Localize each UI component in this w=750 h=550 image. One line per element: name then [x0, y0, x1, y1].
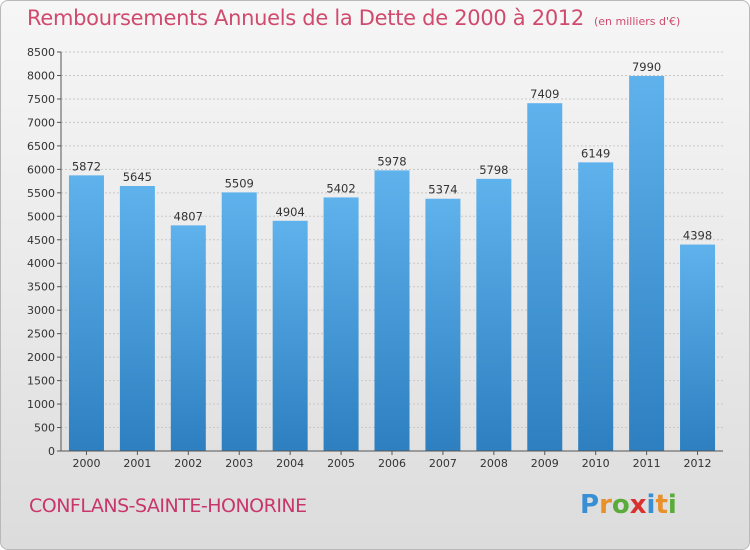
logo-letter-2: o: [611, 490, 630, 520]
bar-2006: [374, 170, 410, 451]
y-axis-ticks: 0 500 1000 1500 2000 2500 3000 3500 4000 4500 5000…: [27, 46, 61, 458]
data-label-2007: 5374: [428, 183, 457, 197]
chart-subtitle: (en milliers d'€): [594, 15, 681, 28]
data-label-2003: 5509: [225, 176, 254, 190]
x-tick-label-2000: 2000: [72, 457, 100, 470]
bar-2009: [527, 103, 563, 451]
x-tick-label-2011: 2011: [633, 457, 661, 470]
data-label-2001: 5645: [123, 170, 152, 184]
y-tick-label: 8500: [27, 46, 55, 59]
bars: [68, 75, 716, 452]
data-label-2011: 7990: [632, 60, 661, 74]
x-axis-ticks: 2000 2001 2002 2003 2004 2005 2006 2007 2008 2009…: [72, 451, 712, 470]
y-tick-label: 4500: [27, 234, 55, 247]
bar-2007: [425, 198, 461, 451]
data-label-2002: 4807: [174, 209, 203, 223]
data-label-2004: 4904: [276, 205, 305, 219]
y-tick-label: 6500: [27, 140, 55, 153]
y-tick-label: 7500: [27, 93, 55, 106]
x-tick-label-2005: 2005: [327, 457, 355, 470]
bar-2010: [578, 162, 614, 451]
bar-2005: [323, 197, 359, 451]
x-tick-label-2002: 2002: [174, 457, 202, 470]
title-row: Remboursements Annuels de la Dette de 20…: [27, 6, 680, 30]
y-tick-label: 7000: [27, 116, 55, 129]
x-tick-label-2004: 2004: [276, 457, 304, 470]
x-tick-label-2012: 2012: [684, 457, 712, 470]
bar-2012: [680, 244, 716, 451]
y-tick-label: 3500: [27, 281, 55, 294]
logo-letter-1: r: [599, 490, 612, 520]
x-tick-label-2006: 2006: [378, 457, 406, 470]
chart-title: Remboursements Annuels de la Dette de 20…: [27, 6, 584, 30]
x-tick-label-2008: 2008: [480, 457, 508, 470]
y-tick-label: 5000: [27, 210, 55, 223]
x-tick-label-2003: 2003: [225, 457, 253, 470]
y-tick-label: 1500: [27, 375, 55, 388]
x-tick-label-2001: 2001: [123, 457, 151, 470]
y-tick-label: 0: [48, 445, 55, 458]
data-label-2006: 5978: [377, 154, 406, 168]
x-tick-label-2009: 2009: [531, 457, 559, 470]
x-tick-label-2010: 2010: [582, 457, 610, 470]
data-labels: 5872 5645 4807 5509 4904 5402 5978 5374 5798 7409…: [72, 60, 712, 243]
city-name: CONFLANS-SAINTE-HONORINE: [29, 495, 307, 517]
y-tick-label: 8000: [27, 69, 55, 82]
y-tick-label: 3000: [27, 304, 55, 317]
bar-2011: [629, 75, 665, 451]
bar-2004: [272, 220, 308, 451]
bar-2008: [476, 178, 512, 451]
data-label-2005: 5402: [326, 181, 355, 195]
x-tick-label-2007: 2007: [429, 457, 457, 470]
data-label-2010: 6149: [581, 146, 610, 160]
y-tick-label: 6000: [27, 163, 55, 176]
bar-2002: [170, 225, 206, 451]
y-tick-label: 2000: [27, 351, 55, 364]
y-tick-label: 500: [34, 422, 55, 435]
y-tick-label: 1000: [27, 398, 55, 411]
bar-2001: [119, 186, 155, 451]
bar-2000: [68, 175, 104, 452]
proxiti-logo: Proxiti: [580, 490, 677, 520]
logo-letter-6: i: [667, 490, 677, 520]
logo-letter-5: t: [655, 490, 668, 520]
data-label-2009: 7409: [530, 87, 559, 101]
y-tick-label: 2500: [27, 328, 55, 341]
data-label-2008: 5798: [479, 163, 508, 177]
logo-letter-3: x: [629, 490, 647, 520]
data-label-2000: 5872: [72, 159, 101, 173]
data-label-2012: 4398: [683, 229, 712, 243]
bar-2003: [221, 192, 257, 451]
logo-letter-4: i: [646, 490, 656, 520]
logo-letter-0: P: [580, 490, 600, 520]
y-tick-label: 5500: [27, 187, 55, 200]
y-tick-label: 4000: [27, 257, 55, 270]
